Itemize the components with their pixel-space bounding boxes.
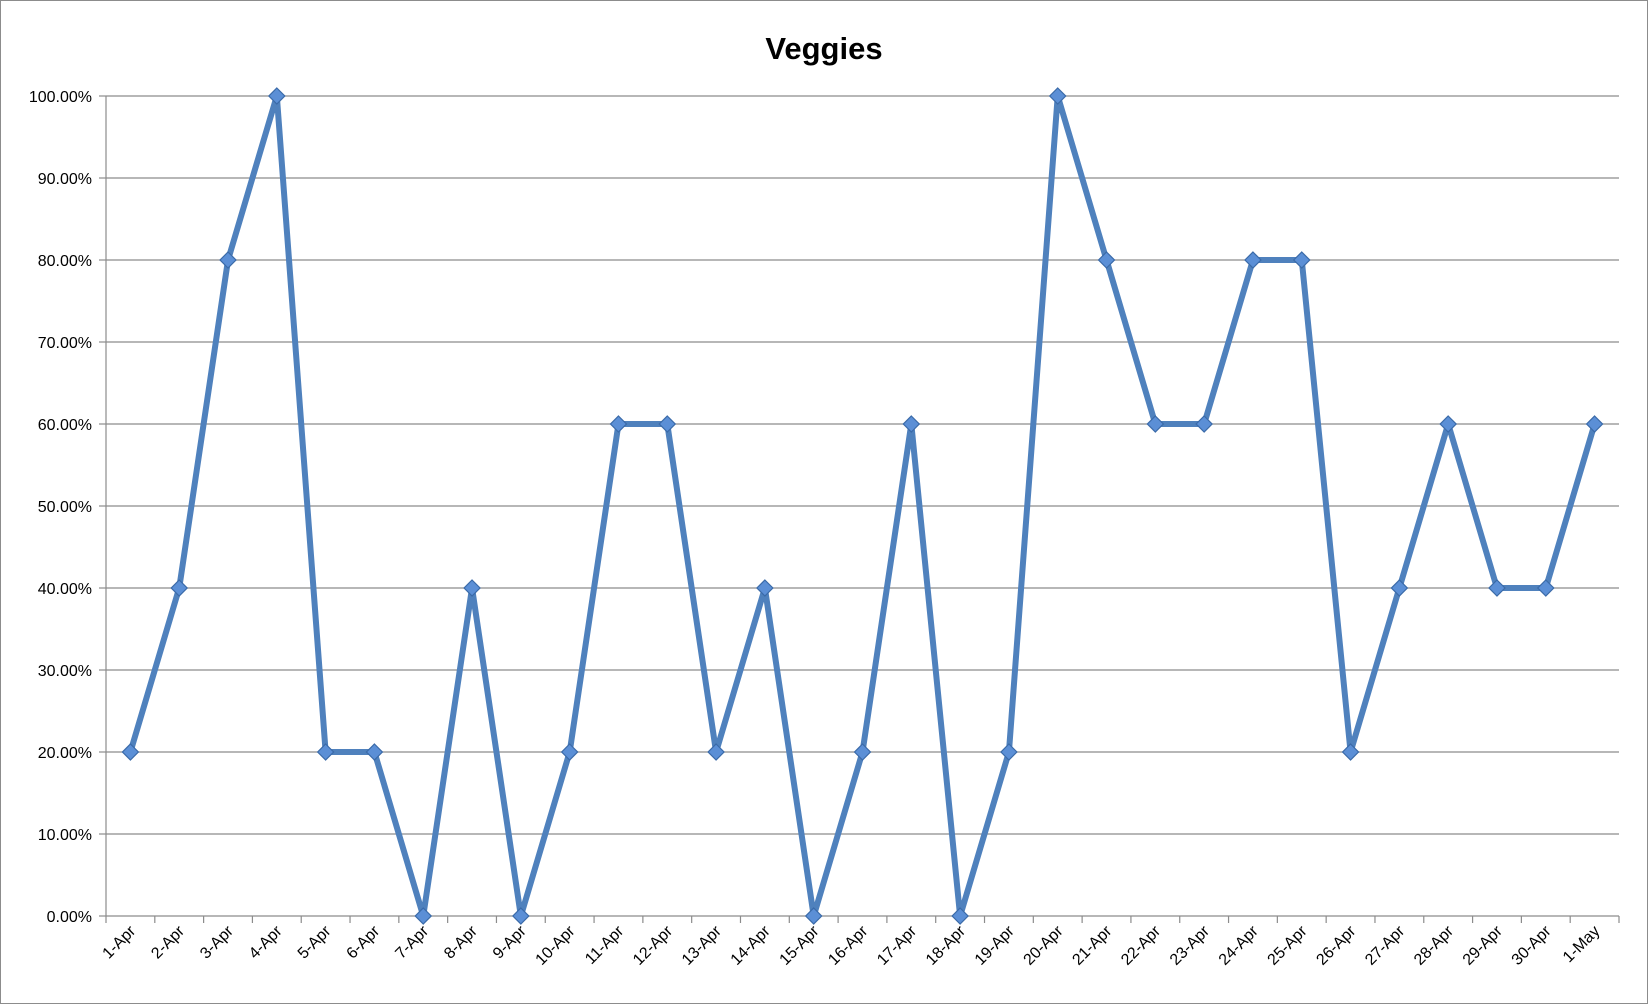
data-point [1585, 415, 1604, 433]
x-tick-label: 17-Apr [874, 922, 920, 968]
series-veggies [121, 87, 1604, 925]
y-tick-label: 10.00% [38, 827, 92, 844]
data-point [658, 415, 677, 433]
y-tick-label: 70.00% [38, 335, 92, 352]
x-tick-label: 26-Apr [1313, 922, 1359, 968]
x-tick-label: 14-Apr [728, 922, 774, 968]
x-tick-label: 24-Apr [1216, 922, 1262, 968]
y-tick-label: 20.00% [38, 745, 92, 762]
y-tick-label: 100.00% [29, 89, 92, 106]
data-point [1439, 415, 1458, 433]
data-point [414, 907, 433, 925]
data-point [756, 579, 774, 597]
x-tick-label: 8-Apr [441, 922, 481, 962]
x-tick-label: 30-Apr [1509, 922, 1555, 968]
axes [99, 95, 1620, 923]
gridlines [106, 95, 1619, 835]
x-tick-label: 23-Apr [1167, 922, 1213, 968]
x-tick-label: 25-Apr [1265, 922, 1311, 968]
data-point [853, 743, 872, 761]
data-point [804, 907, 823, 925]
x-tick-label: 18-Apr [923, 922, 969, 968]
data-point [1097, 251, 1116, 269]
y-tick-label: 50.00% [38, 499, 92, 516]
data-point [1244, 251, 1262, 269]
x-tick-label: 7-Apr [392, 922, 432, 962]
x-tick-label: 28-Apr [1411, 922, 1457, 968]
data-point [951, 907, 969, 925]
data-point [707, 743, 725, 761]
y-tick-labels: 0.00% 10.00% 20.00% 30.00% 40.00% 50.00% 60.00… [29, 89, 92, 926]
data-point [1195, 415, 1213, 433]
x-tick-label: 13-Apr [679, 922, 725, 968]
x-tick-label: 20-Apr [1021, 922, 1067, 968]
data-point [219, 251, 237, 269]
data-point [121, 743, 140, 761]
y-tick-label: 30.00% [38, 663, 92, 680]
data-point [267, 87, 286, 105]
data-point [560, 743, 579, 761]
x-tick-label: 16-Apr [825, 922, 871, 968]
data-point [1341, 743, 1360, 761]
data-point [170, 579, 189, 597]
data-point [463, 579, 481, 597]
x-tick-label: 27-Apr [1362, 922, 1408, 968]
chart-title: Veggies [765, 31, 882, 66]
x-tick-label: 11-Apr [582, 922, 628, 968]
x-tick-labels: 1-Apr 2-Apr 3-Apr 4-Apr 5-Apr 6-Apr 7-Apr 8-Apr… [100, 922, 1604, 968]
data-point [1146, 415, 1165, 433]
x-tick-label: 19-Apr [972, 922, 1018, 968]
x-tick-label: 29-Apr [1460, 922, 1506, 968]
data-point [1390, 579, 1409, 597]
x-tick-label: 2-Apr [148, 922, 188, 962]
data-point [365, 743, 384, 761]
y-tick-label: 80.00% [38, 253, 92, 270]
x-tick-label: 21-Apr [1069, 922, 1115, 968]
x-tick-label: 10-Apr [533, 922, 579, 968]
x-tick-label: 4-Apr [246, 922, 286, 962]
x-tick-label: 3-Apr [197, 922, 237, 962]
data-point [316, 743, 335, 761]
data-point [1048, 87, 1067, 105]
data-point [1000, 743, 1018, 761]
x-tick-label: 5-Apr [295, 922, 335, 962]
x-tick-label: 1-Apr [100, 922, 140, 962]
y-tick-label: 40.00% [38, 581, 92, 598]
y-tick-label: 0.00% [47, 909, 92, 926]
x-tick-label: 22-Apr [1118, 922, 1164, 968]
x-tick-label: 12-Apr [630, 922, 676, 968]
y-tick-label: 60.00% [38, 417, 92, 434]
x-tick-label: 15-Apr [777, 922, 823, 968]
data-point [1536, 579, 1555, 597]
x-tick-label: 1-May [1560, 923, 1603, 966]
data-point [609, 415, 628, 433]
y-tick-label: 90.00% [38, 171, 92, 188]
data-point [512, 907, 530, 925]
data-point [902, 415, 921, 433]
data-point [1488, 579, 1506, 597]
data-point [1292, 251, 1311, 269]
x-tick-label: 9-Apr [490, 922, 530, 962]
x-tick-label: 6-Apr [344, 922, 384, 962]
